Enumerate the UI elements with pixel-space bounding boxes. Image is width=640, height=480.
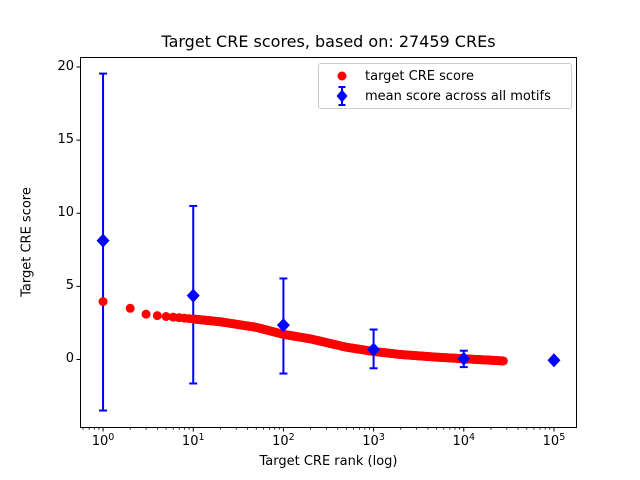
x-tick-label: 102: [272, 432, 295, 449]
chart-title: Target CRE scores, based on: 27459 CREs: [161, 32, 496, 51]
x-tick-label: 101: [181, 432, 205, 449]
mean-score-diamond: [96, 233, 110, 248]
target-score-dot: [98, 297, 108, 307]
x-tick-label: 100: [91, 432, 115, 449]
legend-item-label: mean score across all motifs: [365, 88, 551, 104]
target-score-series: [98, 297, 508, 366]
legend-item-label: target CRE score: [365, 68, 475, 84]
y-tick-label: 0: [65, 351, 74, 367]
legend-item-target-score: target CRE score: [319, 66, 571, 86]
legend: target CRE score mean score across all m…: [318, 63, 572, 109]
x-tick-label: 104: [452, 432, 476, 449]
y-axis-label: Target CRE score: [19, 187, 35, 297]
target-score-dot: [152, 311, 162, 321]
red-dot-icon: [319, 67, 365, 85]
blue-diamond-errorbar-icon: [319, 86, 365, 106]
mean-score-diamond: [457, 351, 471, 366]
target-score-dot: [125, 303, 135, 313]
y-tick-label: 20: [57, 59, 74, 74]
mean-score-diamond: [547, 353, 561, 368]
x-tick-label: 105: [542, 432, 566, 449]
y-tick-label: 10: [57, 205, 74, 221]
plot-border: [80, 57, 577, 428]
mean-score-diamond: [276, 318, 290, 333]
target-score-dot: [161, 312, 171, 321]
x-axis-label: Target CRE rank (log): [259, 454, 398, 469]
x-tick-label: 103: [362, 432, 385, 449]
legend-item-mean-score: mean score across all motifs: [319, 86, 571, 106]
mean-score-diamond: [186, 288, 200, 303]
y-tick-label: 5: [65, 278, 74, 294]
mean-score-diamond: [367, 342, 381, 357]
y-tick-label: 15: [57, 132, 74, 148]
target-score-dot: [141, 309, 151, 319]
target-score-dot: [498, 356, 508, 366]
